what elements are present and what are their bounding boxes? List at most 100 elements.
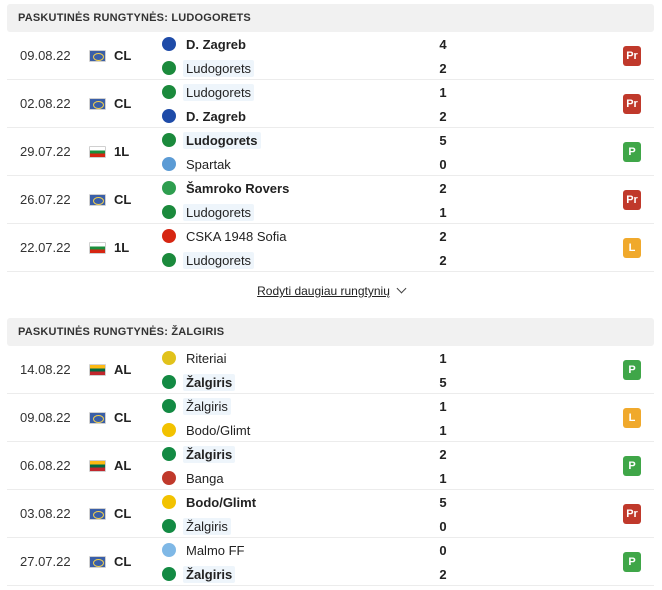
match-date: 26.07.22: [20, 192, 71, 207]
europe-flag-icon: [89, 98, 106, 110]
match-row[interactable]: 02.08.22 CL Ludogorets D. Zagreb 1 2 Pr: [7, 80, 654, 128]
match-row[interactable]: 09.08.22 CL D. Zagreb Ludogorets 4 2 Pr: [7, 32, 654, 80]
home-team-name: Malmo FF: [186, 543, 245, 558]
section-header-zalgiris: PASKUTINĖS RUNGTYNĖS: ŽALGIRIS: [7, 318, 654, 346]
home-team: CSKA 1948 Sofia: [160, 224, 460, 248]
show-more-matches-link[interactable]: Rodyti daugiau rungtynių: [0, 283, 662, 298]
match-row[interactable]: 14.08.22 AL Riteriai Žalgiris 1 5 P: [7, 346, 654, 394]
home-score: 0: [439, 543, 447, 558]
europe-flag-icon: [89, 194, 106, 206]
zalgiris-crest-icon: [162, 447, 176, 461]
match-date: 09.08.22: [20, 48, 71, 63]
lithuania-flag-icon: [89, 364, 106, 376]
away-score: 0: [439, 157, 447, 172]
match-row[interactable]: 27.07.22 CL Malmo FF Žalgiris 0 2 P: [7, 538, 654, 586]
home-team: Ludogorets: [160, 80, 460, 104]
shamrock-rovers-crest-icon: [162, 181, 176, 195]
away-score: 1: [439, 205, 447, 220]
home-team: Šamroko Rovers: [160, 176, 460, 200]
section-header-ludogorets: PASKUTINĖS RUNGTYNĖS: LUDOGORETS: [7, 4, 654, 32]
home-team-name: Žalgiris: [183, 398, 231, 415]
match-row[interactable]: 26.07.22 CL Šamroko Rovers Ludogorets 2 …: [7, 176, 654, 224]
away-team: Spartak: [160, 152, 460, 176]
lithuania-flag-icon: [89, 460, 106, 472]
away-team-name: Ludogorets: [183, 204, 255, 221]
away-score: 5: [439, 375, 447, 390]
zalgiris-crest-icon: [162, 399, 176, 413]
home-team: Riteriai: [160, 346, 460, 370]
away-team: Žalgiris: [160, 370, 460, 394]
match-date: 02.08.22: [20, 96, 71, 111]
away-score: 2: [439, 61, 447, 76]
result-badge: P: [623, 360, 641, 380]
banga-crest-icon: [162, 471, 176, 485]
match-row[interactable]: 29.07.22 1L Ludogorets Spartak 5 0 P: [7, 128, 654, 176]
home-team-name: Ludogorets: [183, 84, 255, 101]
ludogorets-crest-icon: [162, 85, 176, 99]
home-team: Žalgiris: [160, 442, 460, 466]
competition-code: 1L: [114, 240, 130, 255]
away-team: Žalgiris: [160, 562, 460, 586]
away-team: Ludogorets: [160, 56, 460, 80]
bulgaria-flag-icon: [89, 242, 106, 254]
home-team: Bodo/Glimt: [160, 490, 460, 514]
match-row[interactable]: 09.08.22 CL Žalgiris Bodo/Glimt 1 1 L: [7, 394, 654, 442]
zalgiris-crest-icon: [162, 519, 176, 533]
bodo-glimt-crest-icon: [162, 495, 176, 509]
chevron-down-icon: [396, 283, 407, 294]
bulgaria-flag-icon: [89, 146, 106, 158]
home-team: Malmo FF: [160, 538, 460, 562]
home-score: 1: [439, 351, 447, 366]
home-team-name: Ludogorets: [183, 132, 261, 149]
result-badge: Pr: [623, 46, 641, 66]
away-team-name: D. Zagreb: [186, 109, 246, 124]
match-date: 14.08.22: [20, 362, 71, 377]
ludogorets-crest-icon: [162, 205, 176, 219]
home-score: 2: [439, 447, 447, 462]
match-date: 27.07.22: [20, 554, 71, 569]
away-score: 0: [439, 519, 447, 534]
competition-code: CL: [114, 410, 132, 425]
result-badge: Pr: [623, 94, 641, 114]
away-score: 1: [439, 471, 447, 486]
match-date: 29.07.22: [20, 144, 71, 159]
away-team-name: Žalgiris: [183, 374, 236, 391]
away-team-name: Bodo/Glimt: [186, 423, 251, 438]
away-score: 1: [439, 423, 447, 438]
match-date: 22.07.22: [20, 240, 71, 255]
competition-code: CL: [114, 192, 132, 207]
matches-list-zalgiris: 14.08.22 AL Riteriai Žalgiris 1 5 P 09.0…: [7, 346, 654, 586]
europe-flag-icon: [89, 412, 106, 424]
ludogorets-crest-icon: [162, 253, 176, 267]
competition-code: AL: [114, 458, 132, 473]
away-team-name: Žalgiris: [183, 566, 236, 583]
away-team: D. Zagreb: [160, 104, 460, 128]
spartak-crest-icon: [162, 157, 176, 171]
ludogorets-crest-icon: [162, 133, 176, 147]
result-badge: L: [623, 238, 641, 258]
home-team-name: CSKA 1948 Sofia: [186, 229, 287, 244]
malmo-ff-crest-icon: [162, 543, 176, 557]
away-team-name: Spartak: [186, 157, 231, 172]
home-score: 4: [439, 37, 447, 52]
competition-code: CL: [114, 48, 132, 63]
match-row[interactable]: 06.08.22 AL Žalgiris Banga 2 1 P: [7, 442, 654, 490]
result-badge: L: [623, 408, 641, 428]
match-row[interactable]: 22.07.22 1L CSKA 1948 Sofia Ludogorets 2…: [7, 224, 654, 272]
home-team-name: Bodo/Glimt: [186, 495, 257, 510]
dinamo-zagreb-crest-icon: [162, 37, 176, 51]
home-score: 2: [439, 229, 447, 244]
result-badge: P: [623, 456, 641, 476]
competition-code: CL: [114, 506, 132, 521]
competition-code: CL: [114, 96, 132, 111]
dinamo-zagreb-crest-icon: [162, 109, 176, 123]
zalgiris-crest-icon: [162, 375, 176, 389]
competition-code: AL: [114, 362, 132, 377]
competition-code: CL: [114, 554, 132, 569]
home-team: Ludogorets: [160, 128, 460, 152]
riteriai-crest-icon: [162, 351, 176, 365]
away-score: 2: [439, 567, 447, 582]
cska-1948-crest-icon: [162, 229, 176, 243]
away-team: Ludogorets: [160, 200, 460, 224]
match-row[interactable]: 03.08.22 CL Bodo/Glimt Žalgiris 5 0 Pr: [7, 490, 654, 538]
